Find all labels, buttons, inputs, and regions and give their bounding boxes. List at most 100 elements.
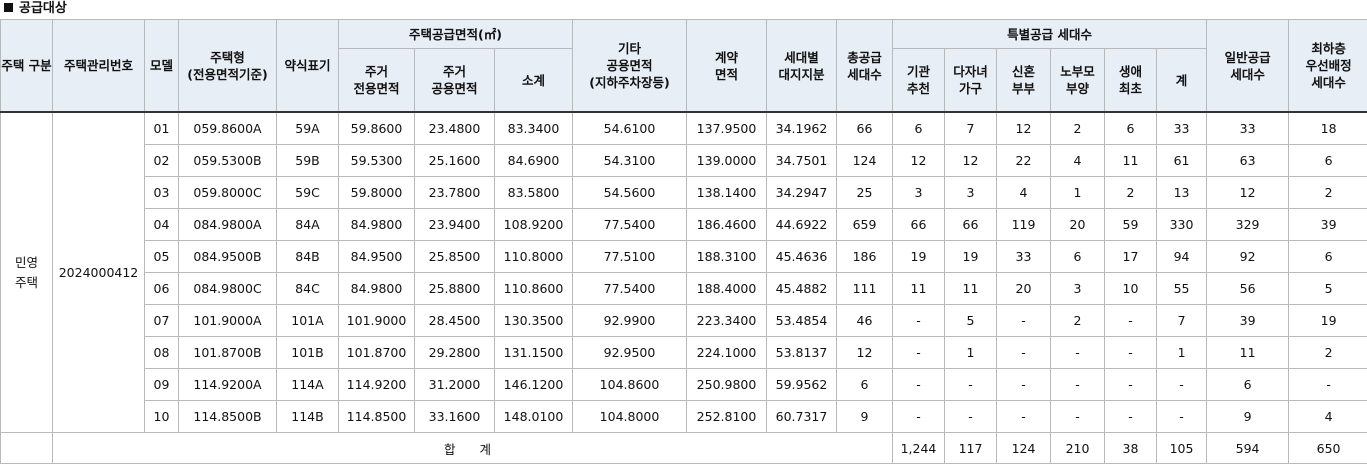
table-row: 04 084.9800A 84A 84.9800 23.9400 108.9200 77.5… xyxy=(1,208,1367,241)
cell-sp-sum: 13 xyxy=(1155,176,1208,209)
cell-model: 06 xyxy=(144,272,179,305)
cell-contract: 188.4000 xyxy=(686,272,767,305)
cell-first: - xyxy=(1104,304,1157,337)
cell-newlywed: 33 xyxy=(996,240,1051,273)
cell-common: 29.2800 xyxy=(414,336,495,369)
cell-inst: - xyxy=(892,336,945,369)
cell-common: 25.8800 xyxy=(414,272,495,305)
header-model: 모델 xyxy=(144,19,179,113)
cell-other: 104.8000 xyxy=(572,400,687,433)
cell-model: 05 xyxy=(144,240,179,273)
cell-newlywed: 20 xyxy=(996,272,1051,305)
cell-general: 11 xyxy=(1206,336,1290,369)
total-cell-total: 1,244 xyxy=(892,432,945,464)
cell-inst: 66 xyxy=(892,208,945,241)
header-special-first-time: 생애 최초 xyxy=(1104,48,1157,113)
cell-contract: 224.1000 xyxy=(686,336,767,369)
total-row-spacer xyxy=(0,432,53,464)
cell-house-type: 114.8500B xyxy=(178,400,277,433)
cell-inst: 12 xyxy=(892,144,945,177)
cell-contract: 223.3400 xyxy=(686,304,767,337)
cell-elder: 6 xyxy=(1050,240,1105,273)
header-special-sum: 계 xyxy=(1155,48,1208,113)
cell-multi: 5 xyxy=(944,304,997,337)
cell-other: 104.8600 xyxy=(572,368,687,401)
cell-multi: 1 xyxy=(944,336,997,369)
cell-other: 54.3100 xyxy=(572,144,687,177)
cell-excl: 59.8600 xyxy=(338,111,415,145)
cell-inst: - xyxy=(892,368,945,401)
cell-house-type: 084.9800A xyxy=(178,208,277,241)
cell-newlywed: 4 xyxy=(996,176,1051,209)
header-short-notation: 약식표기 xyxy=(276,19,339,113)
cell-general: 12 xyxy=(1206,176,1290,209)
cell-house-type: 101.9000A xyxy=(178,304,277,337)
cell-priority: 5 xyxy=(1288,272,1367,305)
cell-sp-sum: 94 xyxy=(1155,240,1208,273)
cell-multi: 7 xyxy=(944,111,997,145)
cell-first: 17 xyxy=(1104,240,1157,273)
supply-table: 주택 구분 주택관리번호 모델 주택형 (전용면적기준) 약식표기 주택공급면적(… xyxy=(0,19,1367,464)
cell-first: 11 xyxy=(1104,144,1157,177)
total-cell-newlywed: 210 xyxy=(1050,432,1105,464)
total-cell-elder: 38 xyxy=(1104,432,1157,464)
cell-multi: 12 xyxy=(944,144,997,177)
cell-elder: 2 xyxy=(1050,111,1105,145)
header-land-share: 세대별 대지지분 xyxy=(766,19,837,113)
cell-elder: - xyxy=(1050,400,1105,433)
cell-sp-sum: 33 xyxy=(1155,111,1208,145)
cell-inst: - xyxy=(892,400,945,433)
cell-inst: - xyxy=(892,304,945,337)
cell-model: 07 xyxy=(144,304,179,337)
cell-general: 33 xyxy=(1206,111,1290,145)
cell-common: 33.1600 xyxy=(414,400,495,433)
header-total-units: 총공급 세대수 xyxy=(836,19,893,113)
cell-first: 2 xyxy=(1104,176,1157,209)
cell-priority: 6 xyxy=(1288,240,1367,273)
cell-subtotal: 83.3400 xyxy=(494,111,573,145)
cell-subtotal: 131.1500 xyxy=(494,336,573,369)
header-contract-area: 계약 면적 xyxy=(686,19,767,113)
header-management-number: 주택관리번호 xyxy=(52,19,145,113)
cell-subtotal: 84.6900 xyxy=(494,144,573,177)
cell-subtotal: 110.8000 xyxy=(494,240,573,273)
cell-priority: 2 xyxy=(1288,336,1367,369)
cell-excl: 84.9500 xyxy=(338,240,415,273)
table-row: 민영 주택 2024000412 01 059.8600A 59A 59.8600 23.48… xyxy=(0,111,1367,433)
cell-sp-sum: - xyxy=(1155,368,1208,401)
cell-total: 25 xyxy=(836,176,893,209)
cell-total: 46 xyxy=(836,304,893,337)
header-house-category: 주택 구분 xyxy=(0,19,53,113)
cell-land: 45.4636 xyxy=(766,240,837,273)
cell-newlywed: 22 xyxy=(996,144,1051,177)
cell-subtotal: 148.0100 xyxy=(494,400,573,433)
cell-contract: 138.1400 xyxy=(686,176,767,209)
cell-elder: - xyxy=(1050,368,1105,401)
cell-sp-sum: 1 xyxy=(1155,336,1208,369)
cell-model: 10 xyxy=(144,400,179,433)
cell-model: 01 xyxy=(144,111,179,145)
cell-other: 92.9900 xyxy=(572,304,687,337)
cell-newlywed: - xyxy=(996,368,1051,401)
cell-inst: 6 xyxy=(892,111,945,145)
cell-house-type: 059.5300B xyxy=(178,144,277,177)
total-cell-inst: 117 xyxy=(944,432,997,464)
cell-total: 66 xyxy=(836,111,893,145)
cell-multi: 19 xyxy=(944,240,997,273)
cell-model: 02 xyxy=(144,144,179,177)
cell-short: 114B xyxy=(276,400,339,433)
section-title-text: 공급대상 xyxy=(19,1,67,16)
cell-priority: - xyxy=(1288,368,1367,401)
cell-common: 23.7800 xyxy=(414,176,495,209)
cell-newlywed: - xyxy=(996,400,1051,433)
cell-newlywed: - xyxy=(996,336,1051,369)
cell-contract: 252.8100 xyxy=(686,400,767,433)
cell-common: 23.9400 xyxy=(414,208,495,241)
table-row: 06 084.9800C 84C 84.9800 25.8800 110.8600 77.5… xyxy=(1,272,1367,305)
cell-total: 12 xyxy=(836,336,893,369)
header-special-elder: 노부모 부양 xyxy=(1050,48,1105,113)
cell-inst: 19 xyxy=(892,240,945,273)
header-special-institution: 기관 추천 xyxy=(892,48,945,113)
cell-common: 31.2000 xyxy=(414,368,495,401)
table-row: 02 059.5300B 59B 59.5300 25.1600 84.6900 54.31… xyxy=(1,144,1367,177)
